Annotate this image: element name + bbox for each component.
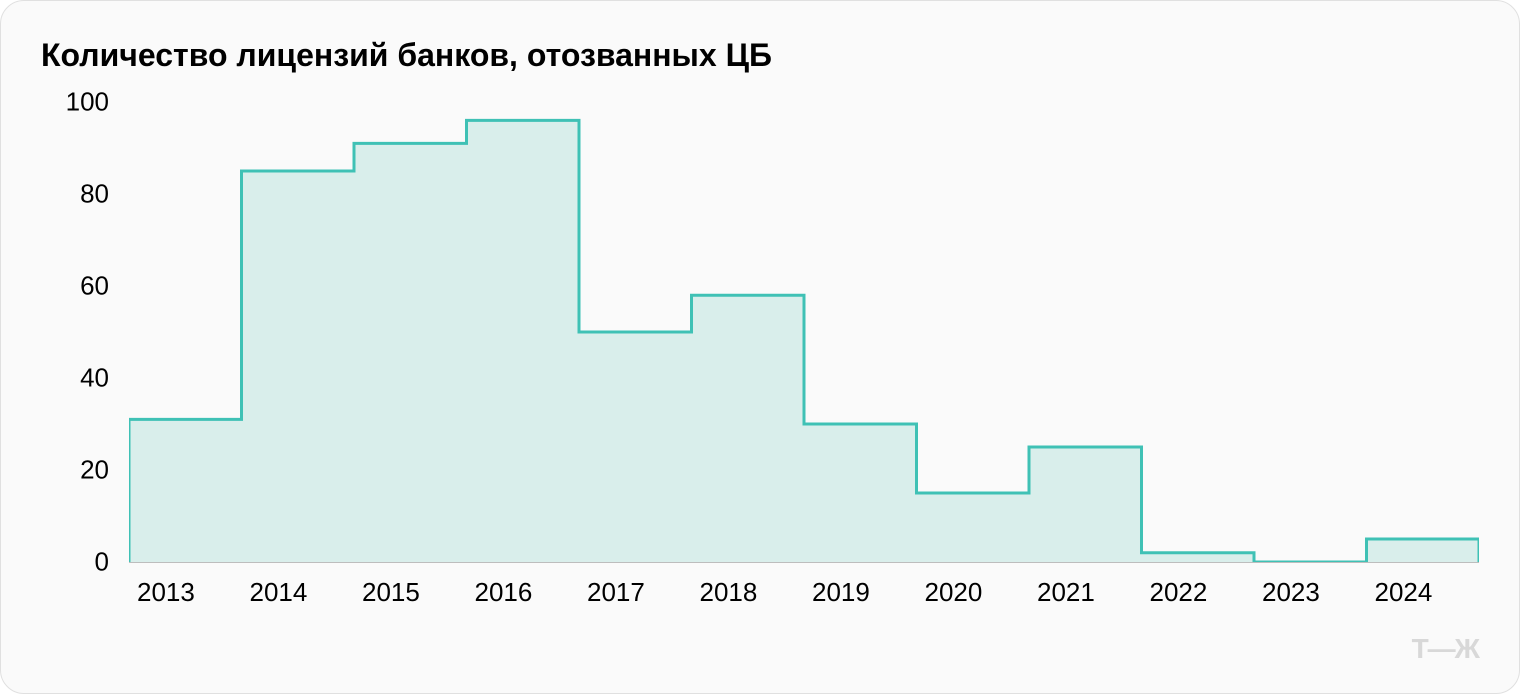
chart-card: Количество лицензий банков, отозванных Ц…: [0, 0, 1520, 694]
y-tick-label: 100: [49, 87, 109, 118]
bar-fill: [579, 332, 692, 562]
x-tick-label: 2017: [579, 563, 692, 612]
bar: [1029, 102, 1142, 562]
bar: [1367, 102, 1480, 562]
bar-fill: [804, 424, 917, 562]
bar: [354, 102, 467, 562]
bar-fill: [354, 143, 467, 562]
bar: [1254, 102, 1367, 562]
x-tick-label: 2018: [692, 563, 805, 612]
bar-fill: [917, 493, 1030, 562]
plot-area: [129, 102, 1479, 562]
bar-fill: [467, 120, 580, 562]
bar: [579, 102, 692, 562]
x-tick-label: 2024: [1367, 563, 1480, 612]
x-tick-label: 2022: [1142, 563, 1255, 612]
bar: [242, 102, 355, 562]
y-tick-label: 20: [49, 455, 109, 486]
bar-fill: [1142, 553, 1255, 562]
x-tick-label: 2023: [1254, 563, 1367, 612]
watermark-logo: Т—Ж: [1412, 633, 1479, 665]
bar: [129, 102, 242, 562]
bar-fill: [242, 171, 355, 562]
x-tick-label: 2014: [242, 563, 355, 612]
x-axis: 2013201420152016201720182019202020212022…: [129, 562, 1479, 612]
y-tick-label: 60: [49, 271, 109, 302]
y-axis: 020406080100: [41, 102, 121, 562]
bars-container: [129, 102, 1479, 562]
y-tick-label: 0: [49, 547, 109, 578]
bar-fill: [1029, 447, 1142, 562]
x-tick-label: 2020: [917, 563, 1030, 612]
chart-area: 020406080100 201320142015201620172018201…: [41, 102, 1479, 622]
bar-fill: [1367, 539, 1480, 562]
y-tick-label: 40: [49, 363, 109, 394]
bar: [692, 102, 805, 562]
x-tick-label: 2016: [467, 563, 580, 612]
bar: [1142, 102, 1255, 562]
x-tick-label: 2015: [354, 563, 467, 612]
bar-fill: [129, 419, 242, 562]
x-tick-label: 2021: [1029, 563, 1142, 612]
x-tick-label: 2013: [129, 563, 242, 612]
bar: [804, 102, 917, 562]
bar-fill: [692, 295, 805, 562]
bar: [467, 102, 580, 562]
x-tick-label: 2019: [804, 563, 917, 612]
bar: [917, 102, 1030, 562]
chart-title: Количество лицензий банков, отозванных Ц…: [41, 37, 1479, 74]
y-tick-label: 80: [49, 179, 109, 210]
